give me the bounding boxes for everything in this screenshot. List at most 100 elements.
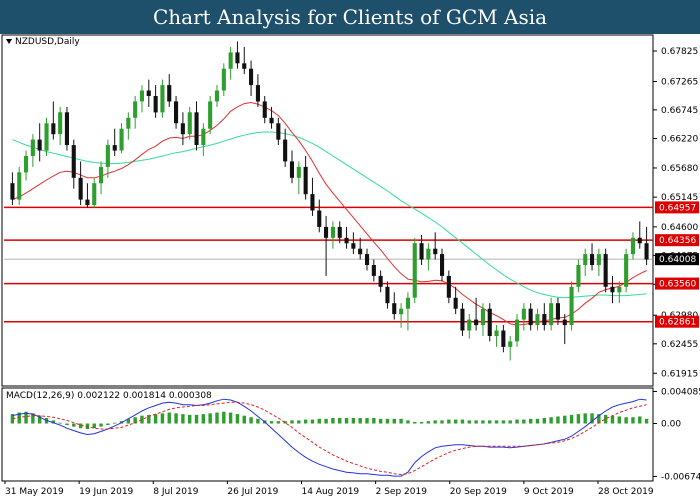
candle-body (637, 237, 642, 244)
candle-body (180, 123, 185, 135)
candle-body (576, 265, 581, 287)
symbol-label: NZDUSD,Daily (15, 37, 80, 47)
y-tick-label: 0.66745 (661, 106, 698, 116)
x-tick-label: 9 Oct 2019 (524, 487, 574, 497)
level-tag-4 (655, 315, 699, 328)
candle-body (501, 330, 506, 347)
candle-body (535, 314, 540, 325)
macd-line (12, 398, 647, 477)
candle-body (330, 226, 335, 238)
level-tag-label: 0.64356 (659, 236, 696, 246)
candle-body (208, 101, 213, 129)
candle-body (446, 275, 451, 298)
x-tick-label: 2 Sep 2019 (376, 487, 428, 497)
x-tick-label: 20 Sep 2019 (450, 487, 507, 497)
candle-body (440, 254, 445, 276)
candle-body (385, 286, 390, 304)
candle-body (337, 226, 342, 238)
candle-body (276, 123, 281, 140)
candle-body (351, 243, 356, 249)
candle-body (460, 308, 465, 331)
candle-body (221, 68, 226, 91)
y-tick-label: 0.61915 (661, 369, 698, 379)
candle-body (283, 139, 288, 162)
candle-body (85, 199, 90, 206)
x-tick-label: 26 Jul 2019 (227, 487, 278, 497)
candle-body (289, 161, 294, 178)
candle-body (433, 248, 438, 255)
price-tags-layer: 0.64957 0.64356 0.63560 0.62861 0.64008 (655, 201, 699, 328)
current-price-label: 0.64008 (659, 255, 696, 265)
candle-body (214, 90, 219, 102)
candle-body (371, 265, 376, 276)
candle-body (92, 183, 97, 205)
candle-body (549, 303, 554, 325)
y-tick-label: 0.64600 (661, 223, 698, 233)
candle-body (105, 145, 110, 167)
candle-body (37, 139, 42, 151)
chart-canvas: NZDUSD,Daily MACD(12,26,9) 0.002122 0.00… (1, 34, 700, 497)
x-tick-label: 31 May 2019 (5, 487, 64, 497)
candle-body (508, 341, 513, 347)
candle-body (112, 145, 117, 151)
current-price-tag (655, 253, 699, 266)
candle-body (99, 166, 104, 184)
candle-body (399, 308, 404, 315)
candle-body (235, 52, 240, 64)
candle-body (24, 156, 29, 173)
candle-body (405, 297, 410, 309)
candle-body (71, 145, 76, 178)
level-tag-1 (655, 201, 699, 214)
candle-body (10, 183, 15, 200)
candle-body (269, 117, 274, 124)
chart-title-banner: Chart Analysis for Clients of GCM Asia (0, 0, 700, 34)
macd-y-tick-label: 0.004085 (661, 387, 700, 397)
y-tick-label: 0.67825 (661, 47, 698, 57)
candle-body (58, 112, 63, 135)
x-tick-label: 19 Jun 2019 (79, 487, 133, 497)
candle-body (521, 308, 526, 320)
level-tag-2 (655, 234, 699, 247)
candle-body (344, 237, 349, 244)
symbol-dropdown-icon[interactable] (6, 39, 12, 44)
candle-body (644, 243, 649, 260)
y-tick-label: 0.65145 (661, 193, 698, 203)
candle-body (255, 85, 260, 102)
candle-body (153, 96, 158, 113)
candle-body (617, 286, 622, 293)
candle-body (119, 128, 124, 151)
ma-fast-line (12, 101, 647, 326)
candle-body (542, 314, 547, 325)
candle-body (126, 117, 131, 129)
y-tick-label: 0.66220 (661, 135, 698, 145)
candle-body (174, 101, 179, 124)
macd-signal-line (12, 401, 647, 476)
x-tick-label: 14 Aug 2019 (302, 487, 360, 497)
candle-body (630, 237, 635, 255)
candle-body (603, 254, 608, 287)
candle-body (583, 254, 588, 265)
candle-body (378, 275, 383, 287)
candle-body (365, 254, 370, 265)
candle-body (310, 194, 315, 211)
y-tick-label: 0.65680 (661, 164, 698, 174)
candle-body (194, 112, 199, 145)
candle-body (187, 112, 192, 135)
candle-body (133, 101, 138, 118)
candle-body (624, 254, 629, 287)
candle-body (242, 63, 247, 69)
macd-y-tick-label: 0.00 (661, 420, 681, 430)
candles-layer (10, 41, 649, 361)
candle-body (487, 308, 492, 336)
candle-body (30, 139, 35, 156)
time-axis: 31 May 2019 19 Jun 2019 8 Jul 2019 26 Jul 2… (4, 481, 654, 497)
candle-body (392, 303, 397, 315)
x-tick-label: 28 Oct 2019 (598, 487, 654, 497)
candle-body (51, 123, 56, 135)
candle-body (358, 248, 363, 255)
candle-body (296, 166, 301, 178)
chart-title: Chart Analysis for Clients of GCM Asia (152, 5, 548, 29)
candle-body (17, 172, 22, 200)
candle-body (64, 112, 69, 145)
level-tag-label: 0.62861 (659, 318, 696, 328)
